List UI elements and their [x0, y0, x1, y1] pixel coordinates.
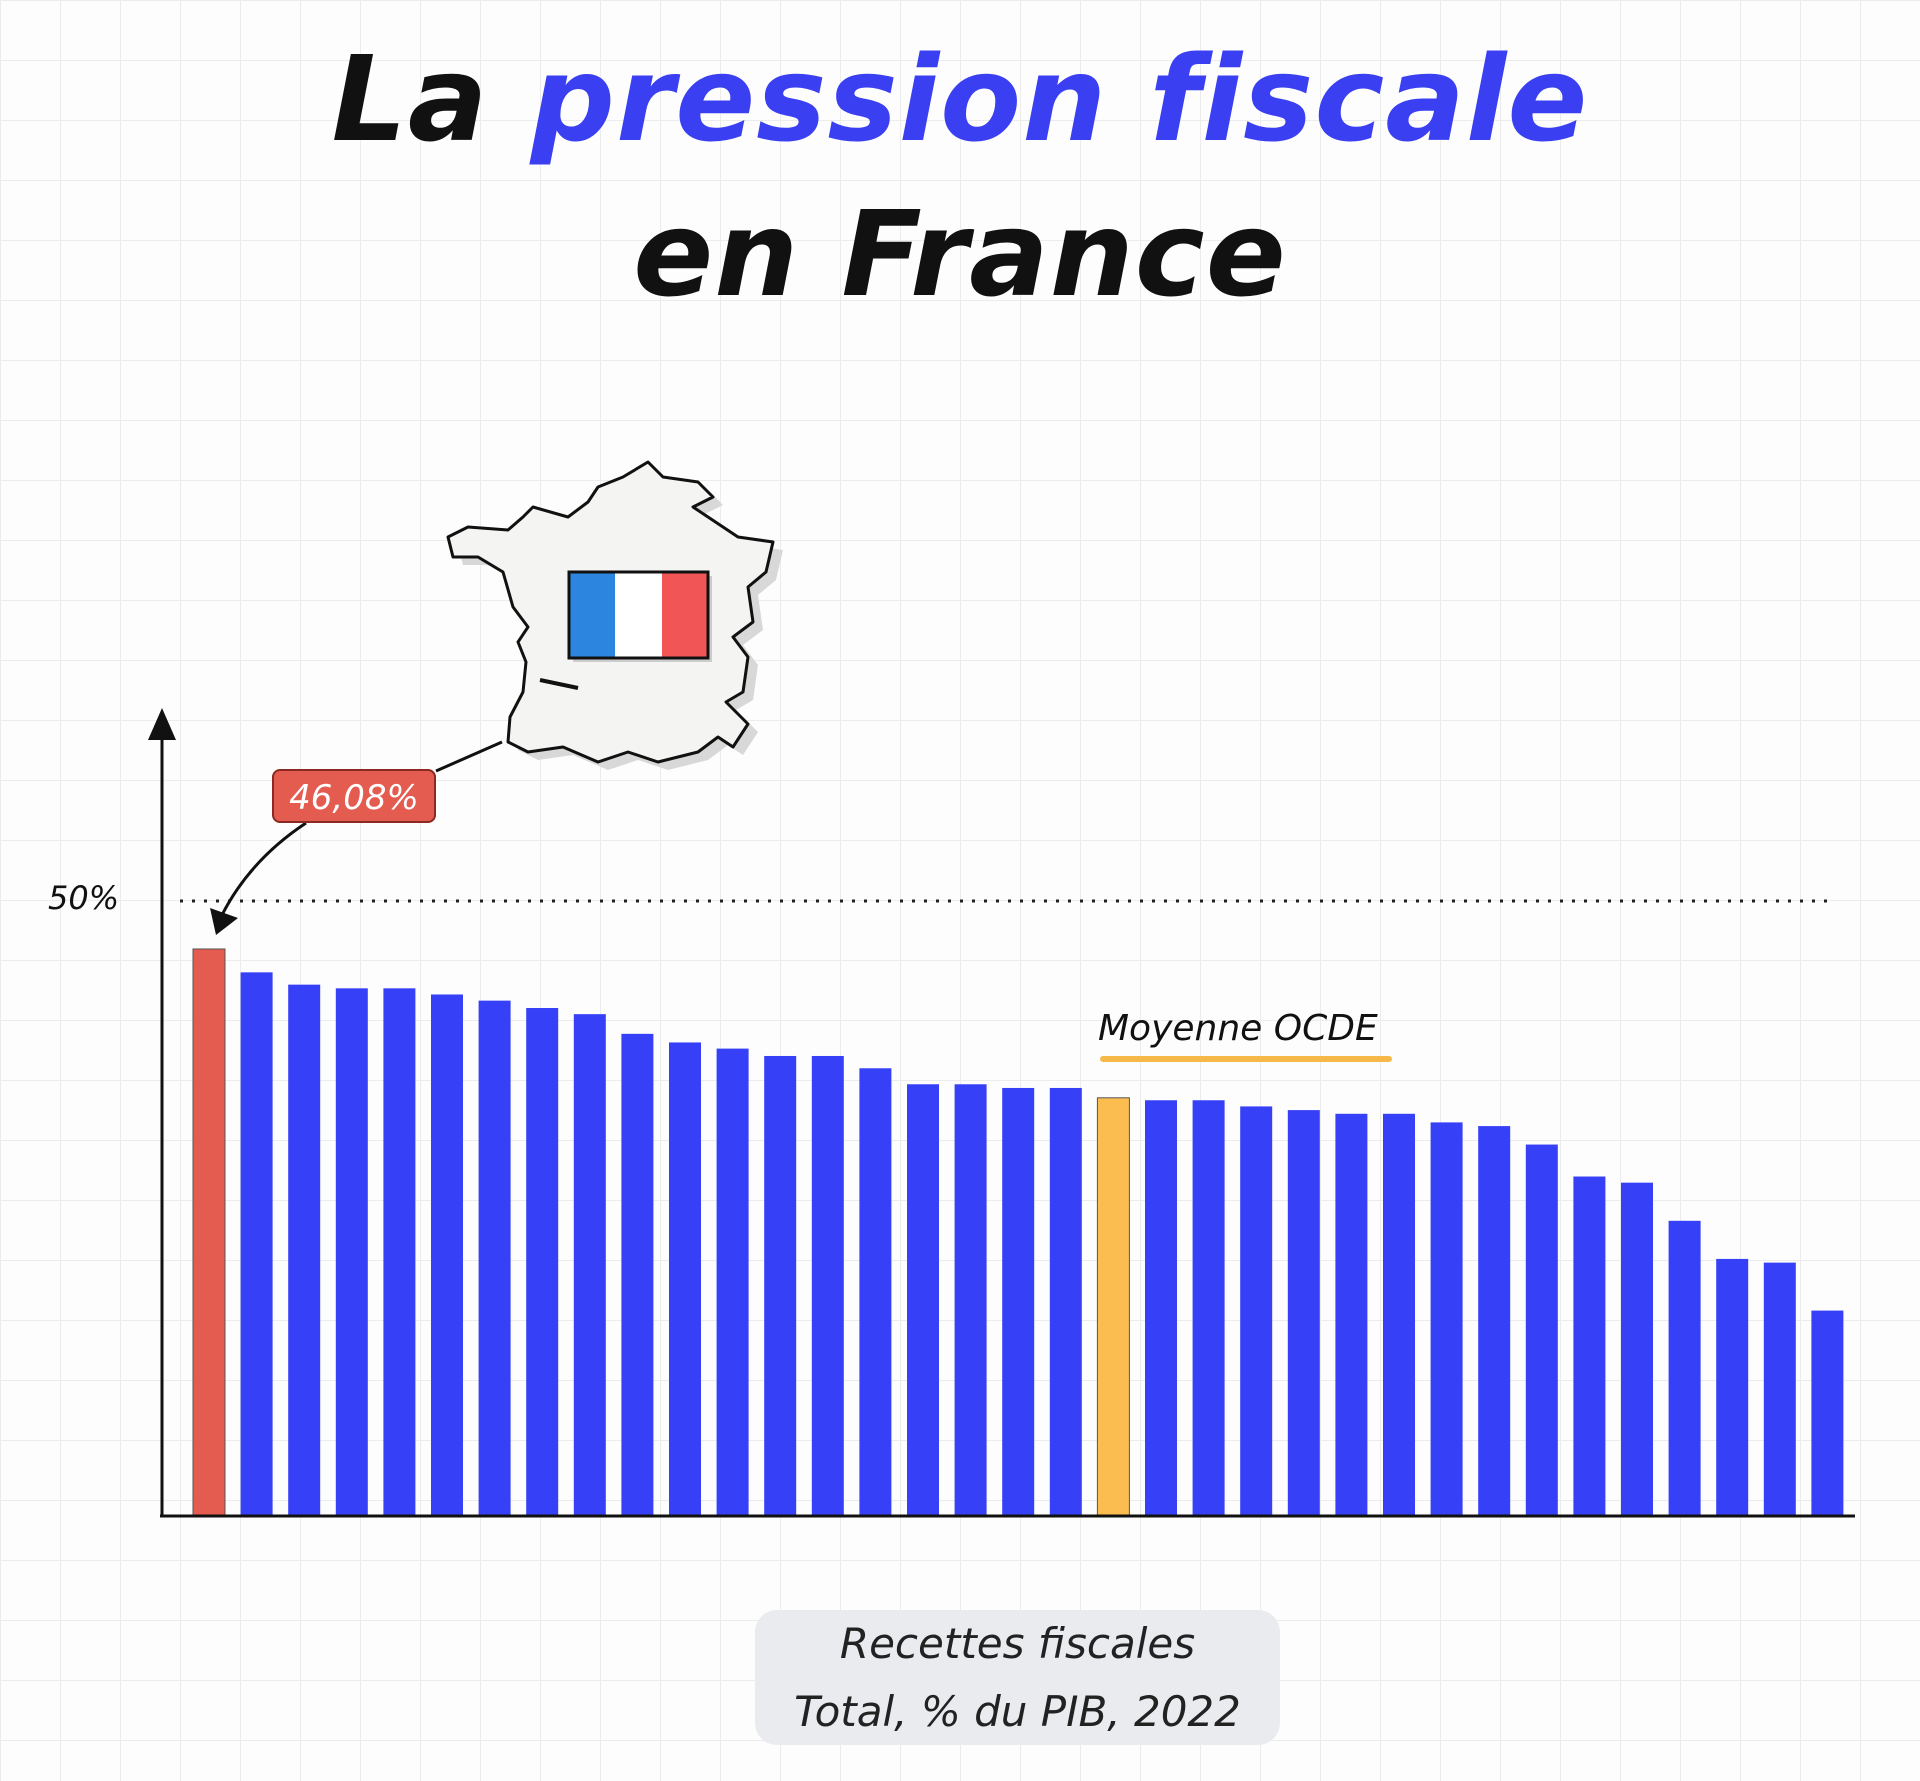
title-line-2: en France: [633, 185, 1287, 323]
bar: [335, 988, 368, 1516]
bar: [288, 984, 321, 1516]
bar: [1335, 1113, 1368, 1516]
source-line-1: Recettes fiscales: [839, 1619, 1196, 1668]
bar-france: [192, 948, 226, 1517]
bar: [811, 1055, 844, 1516]
bar: [383, 988, 416, 1516]
bar: [1145, 1100, 1177, 1516]
bar: [716, 1048, 749, 1516]
y-tick-50: 50%: [48, 879, 120, 917]
bar: [621, 1033, 654, 1516]
title-highlight: pression fiscale: [530, 30, 1589, 168]
title-text: La: [331, 30, 531, 168]
france-value-label: 46,08%: [272, 769, 436, 823]
bar: [1573, 1176, 1606, 1516]
source-box: Recettes fiscales Total, % du PIB, 2022: [755, 1610, 1280, 1745]
title-line-1: La pression fiscale: [0, 30, 1920, 168]
bar: [669, 1042, 701, 1516]
arrow-head-icon: [210, 908, 238, 935]
bar: [764, 1055, 797, 1516]
oecd-underline: [1100, 1056, 1392, 1062]
bar: [1430, 1122, 1463, 1516]
bar: [907, 1084, 939, 1516]
bar: [1240, 1106, 1273, 1516]
bar: [1049, 1087, 1082, 1516]
bar: [1621, 1182, 1653, 1516]
bar: [1192, 1100, 1225, 1516]
bar-oecd-average: [1096, 1097, 1130, 1517]
bar: [240, 972, 273, 1516]
connector-line: [435, 740, 503, 773]
y-axis-arrow-icon: [148, 708, 176, 740]
oecd-label: Moyenne OCDE: [1098, 1008, 1378, 1049]
bar: [1287, 1110, 1320, 1516]
bar: [1763, 1262, 1796, 1516]
french-flag-icon: [567, 570, 712, 662]
bar: [1002, 1087, 1035, 1516]
bar: [954, 1084, 987, 1516]
bar: [573, 1014, 606, 1516]
bar: [859, 1068, 892, 1516]
bar: [1716, 1258, 1749, 1516]
source-line-2: Total, % du PIB, 2022: [794, 1687, 1241, 1736]
bar: [1383, 1113, 1415, 1516]
bar: [1811, 1310, 1844, 1516]
bar: [478, 1000, 511, 1516]
bar: [1525, 1144, 1558, 1516]
bar: [1668, 1220, 1701, 1516]
arrow-curve: [220, 821, 307, 916]
bars-group: [192, 948, 1844, 1517]
bar: [431, 994, 463, 1516]
bar: [526, 1008, 559, 1516]
bar: [1478, 1126, 1511, 1516]
